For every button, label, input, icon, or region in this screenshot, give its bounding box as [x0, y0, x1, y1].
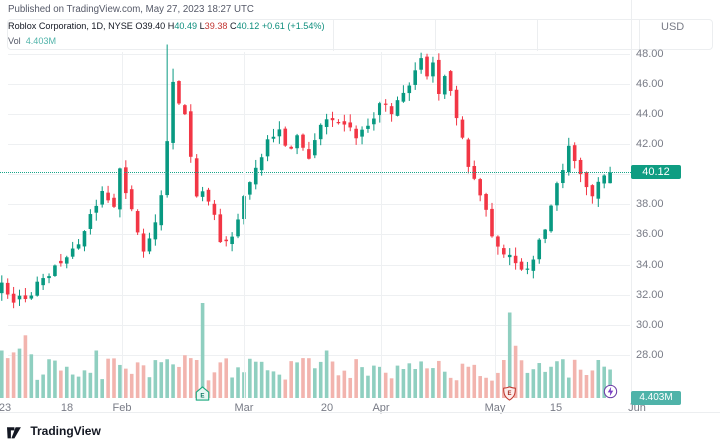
svg-text:E: E	[508, 391, 512, 397]
svg-text:E: E	[201, 392, 205, 399]
